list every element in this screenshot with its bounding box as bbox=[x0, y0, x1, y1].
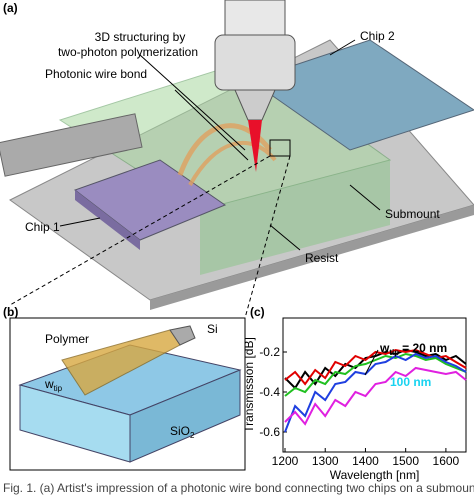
panel-label: (a) bbox=[3, 1, 18, 15]
wire-bond bbox=[188, 140, 277, 186]
submount-edge bbox=[150, 205, 474, 310]
label: SiO bbox=[170, 424, 190, 438]
annotation: wtip = 20 nm bbox=[379, 341, 447, 357]
label: tip bbox=[54, 384, 63, 393]
annotation: w bbox=[379, 341, 390, 355]
leader bbox=[174, 89, 249, 161]
zoom-line bbox=[9, 155, 271, 306]
leader bbox=[349, 184, 381, 211]
label: 2 bbox=[190, 431, 195, 440]
si-waveguide bbox=[169, 325, 196, 346]
chip-1-side bbox=[75, 190, 140, 250]
label: Chip 2 bbox=[360, 29, 395, 43]
nozzle-top bbox=[224, 0, 286, 41]
chip-2 bbox=[248, 39, 474, 151]
zoom-line bbox=[244, 155, 291, 319]
x-tick-label: 1200 bbox=[272, 454, 299, 468]
label: Resist bbox=[305, 251, 339, 265]
y-tick-label: -0.2 bbox=[259, 345, 280, 359]
laser bbox=[248, 120, 262, 172]
x-tick-label: 1500 bbox=[392, 454, 419, 468]
x-tick-label: 1400 bbox=[352, 454, 379, 468]
fiber bbox=[0, 113, 143, 177]
x-axis-label: Wavelength [nm] bbox=[330, 468, 420, 482]
panel-a-illustration bbox=[0, 0, 474, 319]
leader bbox=[329, 39, 356, 56]
nozzle bbox=[214, 34, 296, 91]
chart: -0.2 -0.4 -0.6 1200 1300 1400 1500 1600 Waveleng… bbox=[242, 317, 467, 482]
label: w bbox=[44, 377, 54, 391]
caption: Fig. 1. (a) Artist's impression of a pho… bbox=[3, 481, 474, 495]
annotation: 100 nm bbox=[390, 375, 431, 389]
label: two-photon polymerization bbox=[58, 45, 198, 59]
label: Chip 1 bbox=[25, 220, 60, 234]
x-tick-label: 1600 bbox=[433, 454, 460, 468]
label: Photonic wire bond bbox=[45, 67, 147, 81]
plot-frame bbox=[282, 317, 467, 453]
panel-label: (c) bbox=[250, 305, 265, 319]
zoom-box bbox=[269, 139, 291, 157]
label: Si bbox=[207, 322, 218, 336]
annotation-arrow bbox=[364, 349, 379, 376]
leader bbox=[139, 54, 246, 151]
series-line bbox=[284, 366, 467, 426]
panel-label: (b) bbox=[3, 305, 18, 319]
series-line bbox=[284, 348, 467, 390]
panel-b-illustration bbox=[9, 317, 246, 471]
label: SiO2 bbox=[170, 424, 195, 440]
label: wtip bbox=[44, 377, 63, 393]
y-axis-label: Transmission [dB] bbox=[242, 337, 256, 433]
label: Polymer bbox=[45, 332, 89, 346]
label: 3D structuring by bbox=[95, 30, 186, 44]
leader bbox=[269, 224, 301, 251]
y-tick-label: -0.6 bbox=[259, 425, 280, 439]
series-line bbox=[284, 352, 467, 433]
substrate-side bbox=[129, 369, 241, 463]
y-tick-label: -0.4 bbox=[259, 385, 280, 399]
annotation: = 20 nm bbox=[402, 341, 447, 355]
label: Submount bbox=[385, 207, 440, 221]
annotation: tip bbox=[389, 348, 399, 357]
leader bbox=[59, 217, 101, 227]
chip-1 bbox=[73, 159, 227, 241]
series-line bbox=[284, 352, 467, 397]
x-tick-label: 1300 bbox=[312, 454, 339, 468]
resist-side bbox=[200, 160, 390, 275]
